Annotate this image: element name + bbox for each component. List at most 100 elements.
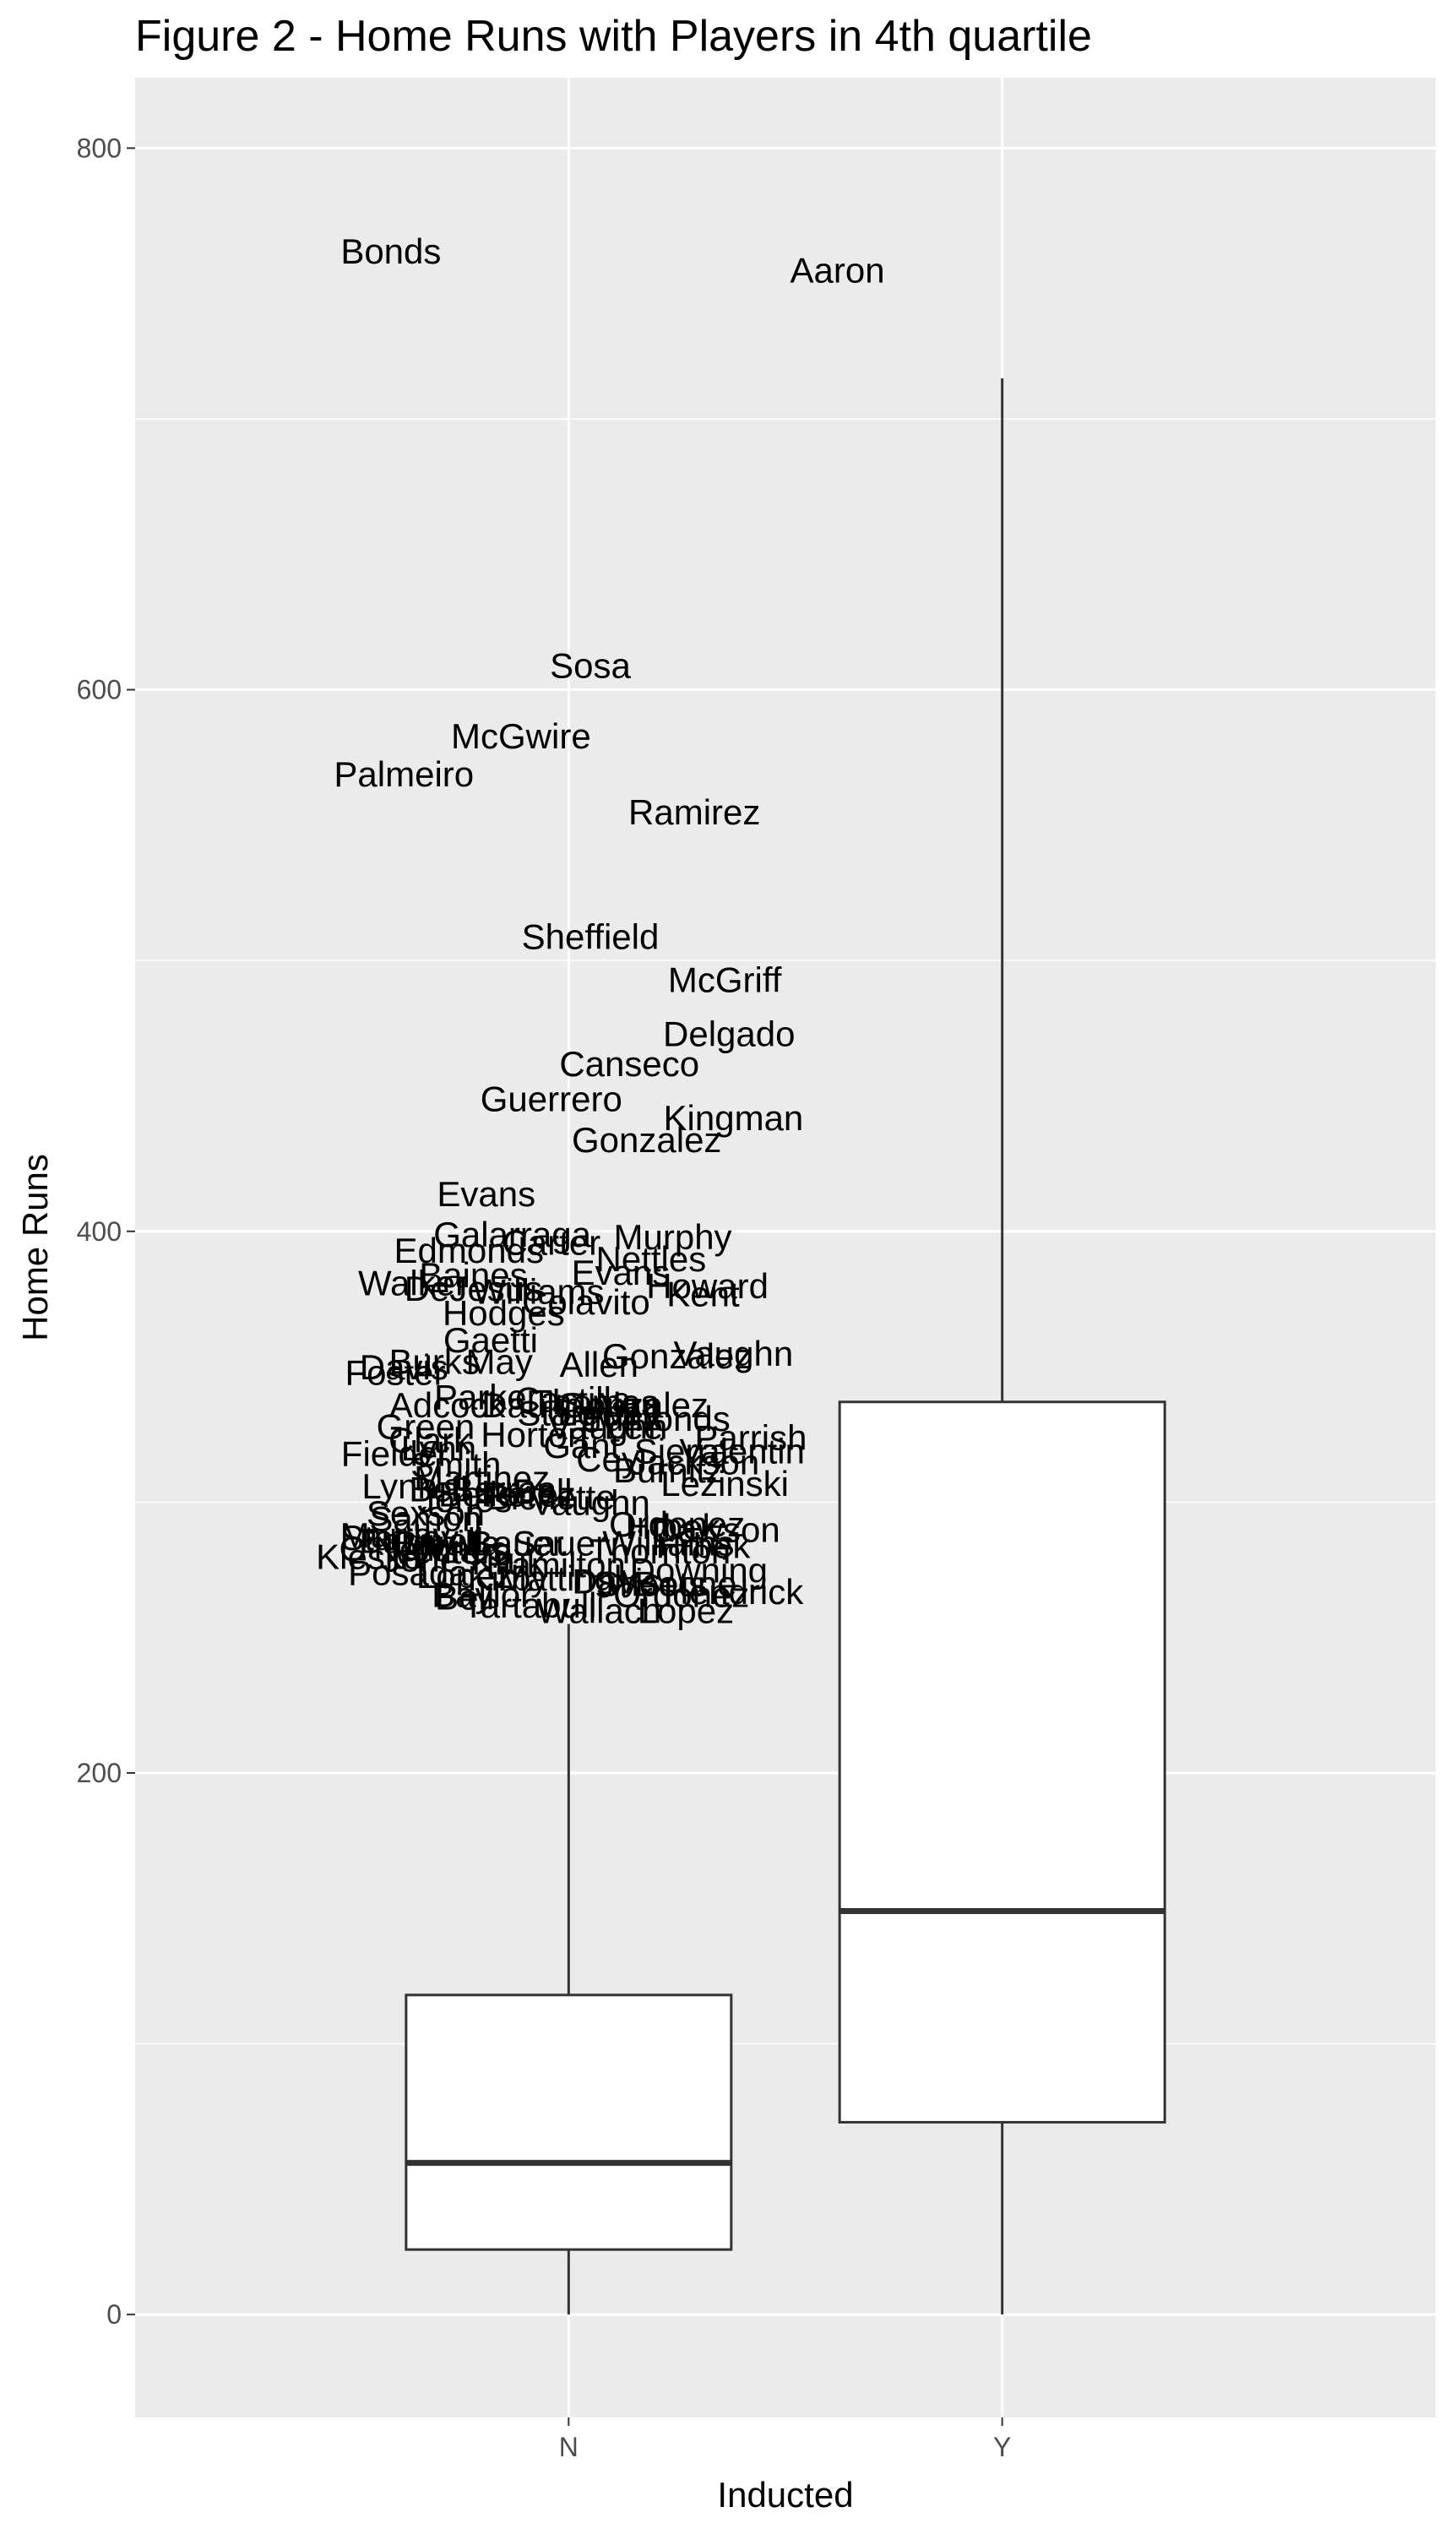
player-label: Smith (410, 1444, 501, 1484)
player-label: Ventura (390, 1531, 513, 1571)
box-body (838, 1400, 1166, 2124)
player-label: Hrbek (626, 1507, 721, 1547)
player-label: Sexson (367, 1493, 485, 1533)
y-tick-label: 400 (77, 1216, 122, 1247)
player-label: Burks (389, 1342, 480, 1382)
player-label: Lee (604, 1407, 663, 1447)
player-label: Carter (502, 1223, 600, 1263)
player-label: DeJesus (405, 1269, 542, 1308)
player-label: Hrbek (655, 1526, 751, 1566)
player-label: Green (377, 1407, 475, 1447)
player-label: Edmonds (580, 1399, 730, 1438)
player-label: Samon (369, 1499, 481, 1539)
player-label: Vaughn (530, 1482, 650, 1522)
player-label: Palmeiro (334, 754, 474, 794)
player-label: Lopez (638, 1591, 734, 1631)
player-label: Lezinski (660, 1464, 789, 1504)
player-label: McGwire (451, 716, 591, 756)
player-label: Gaetti (443, 1320, 538, 1360)
player-label: Alou (589, 1385, 660, 1425)
player-label: Davis (572, 1561, 660, 1601)
player-label: May (466, 1342, 533, 1382)
player-label: Sheffield (522, 916, 660, 956)
player-label: Murphy (614, 1217, 732, 1257)
player-label: Martinez (414, 1459, 550, 1498)
player-label: Mattingly (497, 1558, 639, 1598)
chart-title: Figure 2 - Home Runs with Players in 4th… (135, 12, 1092, 61)
player-label: Horton (481, 1415, 587, 1455)
player-label: Bell (513, 1472, 573, 1512)
player-label: Downing (630, 1551, 768, 1591)
y-tick-label: 200 (77, 1758, 122, 1788)
x-tick-label: N (559, 2432, 579, 2462)
player-label: McGriff (668, 960, 782, 1000)
player-label: Tartabull (463, 1585, 597, 1625)
player-label: Galarraga (433, 1215, 591, 1254)
player-label: Dawson (652, 1509, 780, 1549)
player-label: Burnitz (613, 1450, 724, 1490)
player-label: Belle (438, 1475, 517, 1514)
boxes (405, 378, 1166, 2315)
player-label: Murray (340, 1515, 451, 1555)
player-label: Kirby (468, 1558, 549, 1598)
player-label: Walker (358, 1264, 467, 1303)
player-label: Ordonez (613, 1574, 749, 1614)
player-label: Daulton (481, 1385, 604, 1425)
player-label: Jackson (629, 1442, 759, 1482)
player-label: Bagwell (359, 1520, 483, 1560)
player-label: Castilla (515, 1380, 632, 1420)
box-N (405, 1623, 733, 2315)
box-body (405, 1993, 733, 2251)
player-label: Edmonds (394, 1231, 544, 1270)
player-label: Boone (634, 1564, 736, 1604)
player-label: Stargell (517, 1394, 637, 1433)
player-label: Aaron (790, 251, 885, 291)
player-label: Lynn (401, 1428, 477, 1468)
y-axis-title: Home Runs (15, 1154, 55, 1341)
player-label: Lynn (361, 1466, 437, 1506)
player-label: Kruk (471, 1542, 545, 1582)
player-label: Posada (348, 1553, 469, 1593)
player-label: Parker (434, 1377, 539, 1417)
player-label: Ramirez (628, 792, 760, 832)
player-label: Evans (572, 1253, 671, 1292)
y-tick-label: 800 (77, 133, 122, 163)
player-label: Stanley (340, 1518, 459, 1558)
player-label: Clark (388, 1421, 472, 1460)
player-label: Thomas (530, 1383, 659, 1422)
player-label: Bichette (487, 1477, 616, 1517)
player-label: Gonzalez (602, 1336, 752, 1376)
player-label: O'Neill (340, 1529, 443, 1569)
player-label: Allen (560, 1345, 638, 1384)
player-label: Valentin (679, 1431, 805, 1471)
player-label: Sierra (634, 1431, 730, 1471)
player-label: Hamilton (486, 1545, 626, 1585)
player-label: Baines (419, 1255, 527, 1295)
player-label: Foster (345, 1352, 445, 1392)
player-label: Perez (483, 1475, 576, 1514)
player-label: Baylor (432, 1574, 532, 1614)
player-label: Jones (383, 1540, 477, 1580)
player-label: Cey (576, 1439, 639, 1479)
axes: 0 200 400 600 800 N Y (77, 133, 1012, 2462)
player-label: Sheets (595, 1564, 706, 1604)
player-label: Nettles (596, 1239, 707, 1279)
box-Y (838, 378, 1166, 2315)
player-label: Bell (409, 1469, 468, 1509)
player-label: Delgado (663, 1014, 795, 1054)
player-label: Fielder (341, 1434, 449, 1474)
player-label: Adcock (389, 1385, 507, 1425)
player-label: Thornton (589, 1531, 731, 1571)
player-label: Guerrero (481, 1079, 622, 1119)
y-tick-label: 600 (77, 675, 122, 705)
player-label: Evans (437, 1174, 535, 1214)
player-label: Vaughn (548, 1407, 668, 1447)
player-label: Bauer (470, 1523, 564, 1563)
player-label: Lowell (557, 1394, 658, 1433)
player-label: Hendrick (664, 1572, 805, 1612)
player-label: Jones (413, 1529, 508, 1569)
player-label: Colavito (522, 1282, 650, 1322)
panel-background (135, 78, 1436, 2417)
x-tick-label: Y (993, 2432, 1011, 2462)
player-label: Kingman (664, 1098, 804, 1138)
